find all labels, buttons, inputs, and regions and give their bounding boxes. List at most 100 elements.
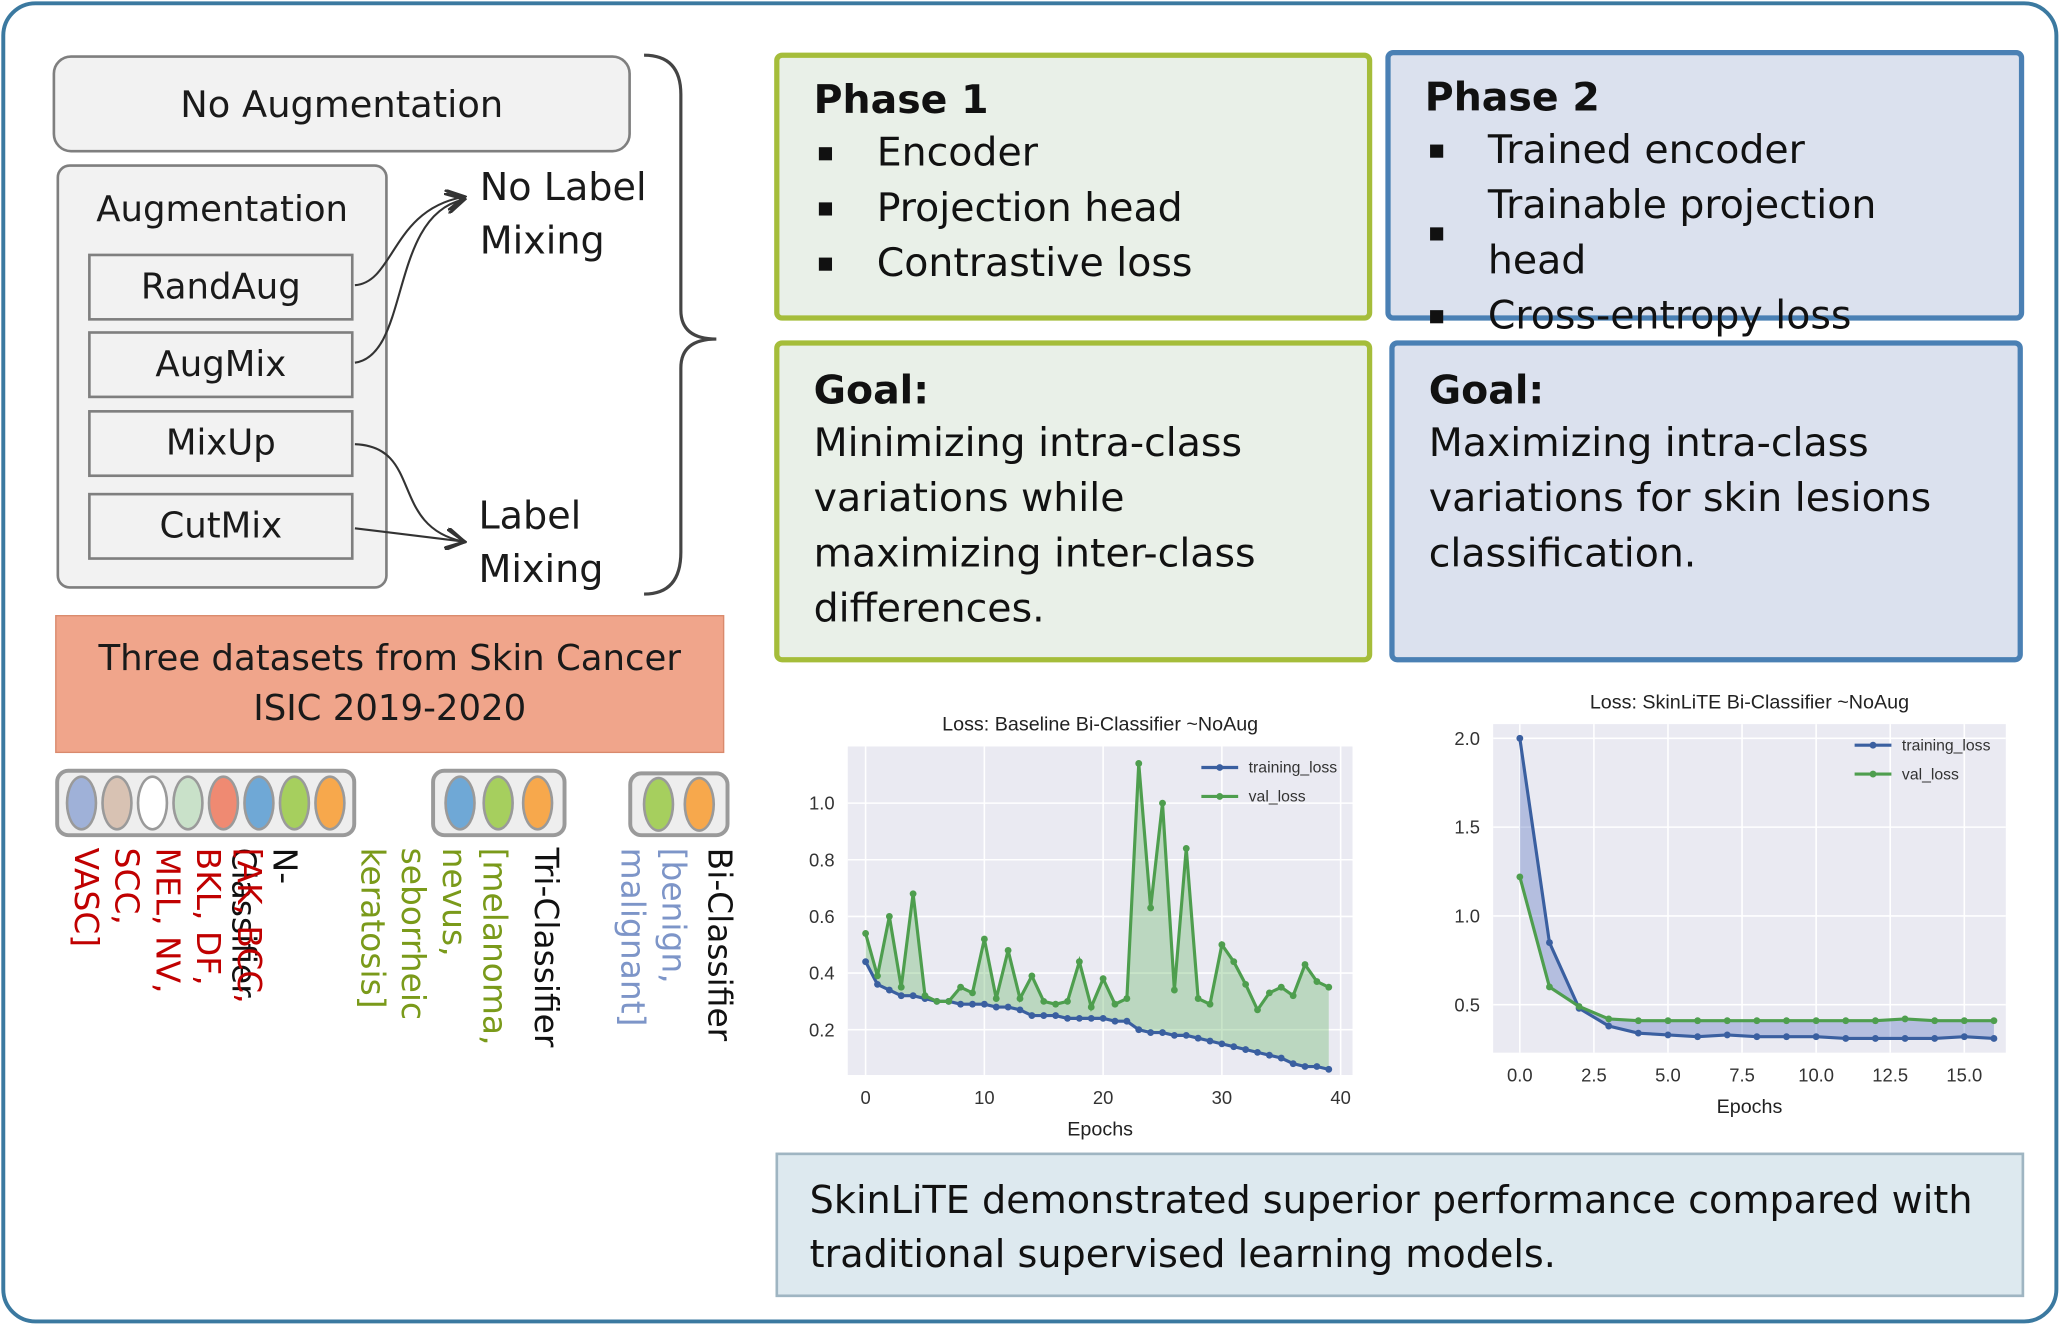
skinlite-loss-chart: 0.0 2.5 5.0 7.5 10.0 12.5 15.0 0.5 1.0 1.5 2.0 Loss… [1454, 691, 2006, 1118]
data-point [1194, 1034, 1202, 1042]
x-tick-label: 2.5 [1581, 1065, 1607, 1086]
data-point [1111, 1017, 1119, 1025]
data-point [1087, 1014, 1095, 1022]
cutmix-arrow [354, 527, 463, 541]
data-point [909, 890, 917, 898]
x-axis-label: Epochs [1067, 1118, 1133, 1140]
baseline-loss-chart: 0 10 20 30 40 0.2 0.4 0.6 0.8 1.0 Loss: Baseline B… [809, 714, 1353, 1140]
data-point [1064, 997, 1071, 1005]
data-point [1313, 1063, 1321, 1070]
x-tick-label: 10.0 [1798, 1065, 1834, 1086]
data-point [980, 1000, 988, 1008]
y-tick-label: 0.8 [809, 849, 835, 870]
data-point [1753, 1017, 1761, 1025]
y-tick-label: 0.4 [809, 963, 835, 984]
phase2-goal-text: Maximizing intra-class variations for sk… [1428, 420, 1932, 577]
class-swatch [444, 775, 476, 831]
cutmix-box: CutMix [88, 492, 354, 560]
legend-label: training_loss [1249, 760, 1338, 777]
data-point [1087, 1003, 1095, 1011]
data-point [1254, 1048, 1261, 1056]
data-point [897, 992, 905, 1000]
data-point [1099, 1014, 1107, 1022]
data-point [1016, 995, 1024, 1002]
data-point [1159, 1029, 1166, 1036]
data-point [992, 1003, 1000, 1011]
data-point [1694, 1017, 1702, 1025]
x-tick-label: 30 [1212, 1087, 1232, 1108]
tri-classifier-name: Tri-Classifier [527, 847, 566, 1048]
data-point [1004, 946, 1012, 954]
class-swatch [242, 775, 275, 831]
phase1-goal-title: Goal: [813, 367, 929, 414]
data-point [1990, 1017, 1998, 1025]
conclusion-box: SkinLiTE demonstrated superior performan… [775, 1152, 2025, 1298]
bullet-icon [818, 202, 833, 216]
legend-label: training_loss [1902, 737, 1991, 754]
data-point [1040, 997, 1048, 1005]
datasets-title-box: Three datasets from Skin Cancer ISIC 201… [55, 615, 725, 754]
data-point [1230, 1043, 1238, 1051]
data-point [1182, 1031, 1190, 1039]
data-point [1075, 958, 1083, 966]
data-point [1753, 1033, 1761, 1041]
y-tick-label: 0.5 [1454, 994, 1480, 1015]
data-point [874, 972, 881, 980]
phase2-item: Cross-entropy loss [1425, 289, 1985, 344]
bullet-icon [1430, 144, 1444, 158]
data-point [1301, 961, 1309, 968]
class-swatch [136, 775, 169, 831]
data-point [1990, 1035, 1998, 1042]
datasets-title: Three datasets from Skin Cancer ISIC 201… [98, 638, 681, 729]
data-point [1516, 873, 1524, 881]
data-point [945, 997, 953, 1005]
data-point [1075, 1014, 1083, 1022]
data-point [1842, 1035, 1850, 1042]
data-point [1170, 986, 1178, 994]
phase1-item: Contrastive loss [814, 237, 1333, 292]
data-point [980, 935, 988, 943]
data-point [1546, 939, 1553, 946]
bi-classifier-classes: [benign, malignant] [613, 847, 693, 1027]
data-point [1230, 958, 1238, 966]
data-point [862, 929, 870, 937]
phase1-title: Phase 1 [813, 77, 989, 124]
phase2-goal-panel: Goal: Maximizing intra-class variations … [1389, 340, 2023, 663]
data-point [921, 992, 929, 1000]
data-point [1931, 1035, 1939, 1042]
bi-classifier-name: Bi-Classifier [700, 847, 739, 1042]
data-point [897, 983, 905, 991]
data-point [969, 989, 976, 997]
data-point [1605, 1022, 1613, 1030]
class-swatch [66, 775, 98, 831]
chart-title: Loss: SkinLiTE Bi-Classifier ~NoAug [1590, 691, 1909, 713]
data-point [1812, 1017, 1820, 1025]
legend-label: val_loss [1902, 766, 1959, 783]
data-point [1135, 1026, 1143, 1034]
x-axis-label: Epochs [1717, 1096, 1783, 1118]
data-point [1004, 1003, 1012, 1011]
data-point [1265, 1051, 1273, 1059]
data-point [1147, 1029, 1155, 1036]
phase2-item: Trainable projection head [1425, 179, 1985, 289]
data-point [1064, 1014, 1071, 1022]
data-point [1575, 1003, 1583, 1010]
phase1-item: Encoder [814, 126, 1333, 181]
y-tick-label: 1.0 [809, 793, 835, 814]
data-point [1111, 1000, 1119, 1008]
phase2-goal-title: Goal: [1428, 367, 1545, 414]
data-point [969, 1000, 976, 1008]
data-point [1194, 995, 1202, 1002]
phase1-goal-panel: Goal: Minimizing intra-class variations … [774, 340, 1373, 663]
data-point [1901, 1015, 1909, 1023]
legend-marker [1216, 792, 1224, 800]
data-point [1016, 1006, 1024, 1014]
data-point [1028, 1012, 1036, 1019]
tri-classifier-classes: [melanoma, nevus, seborrheic keratosis] [353, 847, 514, 1046]
class-swatch [522, 775, 554, 831]
data-point [1325, 1065, 1333, 1073]
data-point [1871, 1035, 1879, 1042]
curly-brace [644, 53, 717, 596]
bullet-icon [818, 147, 833, 161]
class-swatch [683, 776, 716, 832]
